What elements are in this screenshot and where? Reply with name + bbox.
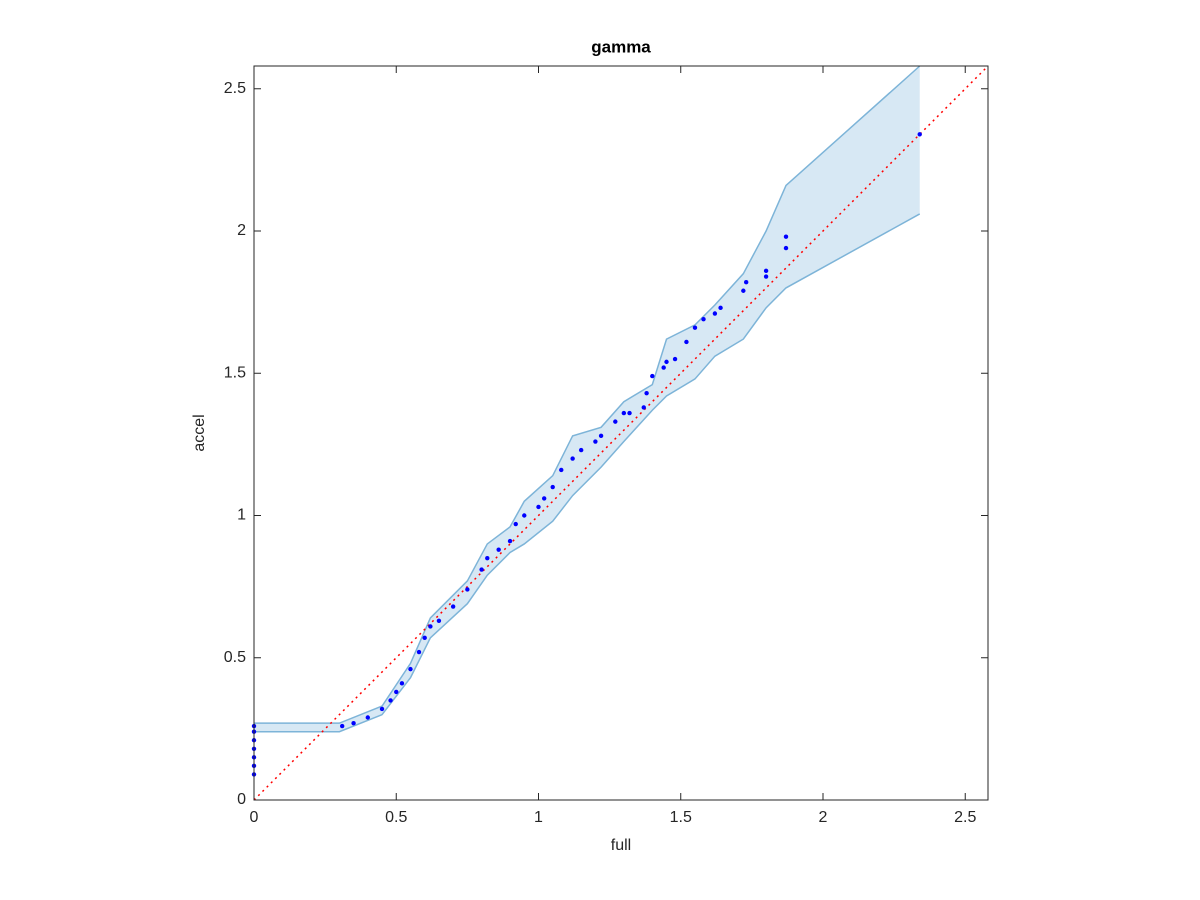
confidence-band: [254, 66, 920, 732]
data-point: [550, 484, 555, 490]
data-point: [718, 305, 723, 311]
data-point: [465, 587, 470, 592]
data-point: [479, 567, 484, 572]
band-edge: [254, 65, 921, 724]
data-point: [684, 339, 689, 345]
x-tick-label: 0: [250, 809, 259, 826]
y-tick-label: 2.5: [224, 80, 246, 97]
data-point: [627, 410, 632, 416]
data-point: [701, 317, 706, 322]
band-edge: [254, 213, 921, 733]
data-point: [339, 723, 345, 729]
y-tick-label: 1: [237, 507, 246, 524]
data-point: [379, 706, 385, 712]
chart-title: gamma: [591, 37, 651, 56]
data-point: [743, 280, 749, 285]
data-point: [485, 555, 490, 561]
data-point: [522, 513, 527, 518]
data-point: [450, 604, 456, 609]
x-tick-label: 1.5: [670, 809, 692, 826]
data-point: [641, 405, 646, 410]
data-point: [712, 311, 718, 316]
data-point: [692, 325, 698, 330]
y-tick-label: 0.5: [224, 649, 246, 666]
data-point: [650, 373, 655, 379]
data-point: [783, 245, 789, 251]
data-point: [598, 433, 604, 439]
y-tick-label: 0: [237, 791, 246, 808]
data-point: [541, 496, 547, 501]
data-point: [917, 132, 922, 137]
data-point: [399, 681, 405, 686]
data-point: [416, 649, 422, 655]
data-point: [644, 390, 649, 396]
data-point: [570, 456, 575, 461]
y-tick-label: 2: [237, 222, 246, 239]
data-point: [783, 234, 789, 239]
data-point: [672, 356, 678, 362]
data-point: [664, 359, 669, 365]
data-point: [578, 447, 584, 453]
data-point: [507, 538, 513, 544]
data-point: [741, 288, 746, 293]
data-point: [365, 715, 370, 720]
plot-frame: [253, 65, 989, 801]
x-tick-label: 2: [819, 809, 828, 826]
data-point: [422, 635, 427, 641]
x-tick-label: 1: [534, 809, 543, 826]
data-point: [763, 274, 769, 279]
data-point: [621, 410, 627, 416]
data-point: [436, 618, 442, 623]
data-point: [536, 504, 541, 510]
y-axis-label: accel: [191, 414, 208, 451]
data-point: [593, 439, 598, 444]
data-point: [613, 419, 618, 424]
data-point: [394, 689, 399, 695]
data-point: [428, 624, 433, 629]
data-point: [513, 521, 518, 527]
x-tick-label: 0.5: [385, 809, 407, 826]
x-tick-label: 2.5: [954, 809, 976, 826]
data-point: [661, 365, 666, 370]
data-point: [408, 666, 413, 672]
data-point: [351, 720, 356, 726]
y-tick-label: 1.5: [224, 364, 246, 381]
data-point: [388, 698, 393, 703]
data-point: [496, 547, 501, 552]
reference-line: [253, 65, 989, 801]
data-point: [763, 268, 769, 274]
x-axis-label: full: [611, 837, 631, 854]
data-point: [559, 467, 564, 473]
